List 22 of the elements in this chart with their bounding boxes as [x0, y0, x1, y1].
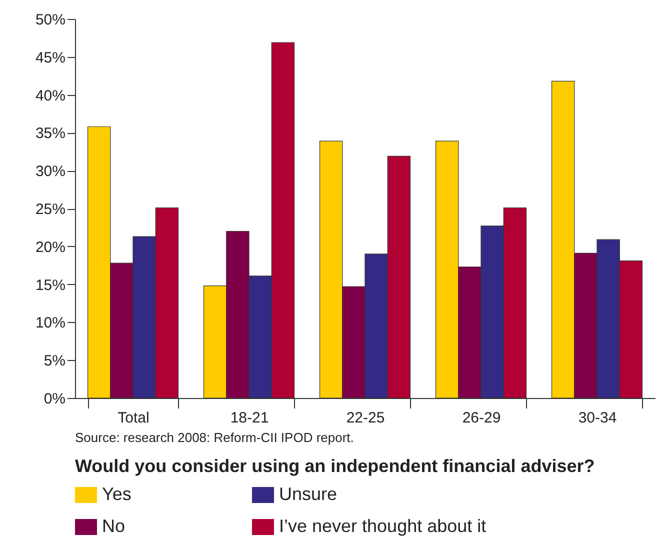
y-tick-label: 40%	[35, 87, 66, 104]
legend-label: Unsure	[279, 484, 338, 504]
y-tick-label: 0%	[44, 390, 66, 408]
legend-label: I’ve never thought about it	[279, 516, 486, 536]
x-tick-label: Total	[118, 410, 150, 426]
y-tick-label: 20%	[35, 238, 66, 256]
y-tick-label: 45%	[35, 49, 66, 66]
y-tick-label: 35%	[35, 125, 66, 142]
x-tick-label: 18-21	[230, 410, 269, 426]
y-tick-label: 15%	[35, 276, 66, 294]
y-tick-label: 50%	[35, 12, 66, 28]
text: Would you consider using an independent financial adviser?	[75, 456, 595, 476]
y-tick-label: 30%	[35, 163, 66, 180]
x-tick-label: 22-25	[346, 410, 385, 426]
x-tick-label: 26-29	[462, 410, 501, 426]
x-tick-label: 30-34	[578, 410, 617, 426]
legend-label: No	[102, 516, 126, 536]
y-tick-label: 10%	[35, 314, 66, 332]
y-tick-label: 5%	[44, 352, 66, 370]
source-note: Source: research 2008: Reform-CII IPOD report.	[75, 430, 354, 445]
y-tick-label: 25%	[35, 201, 66, 218]
legend-label: Yes	[102, 484, 132, 504]
